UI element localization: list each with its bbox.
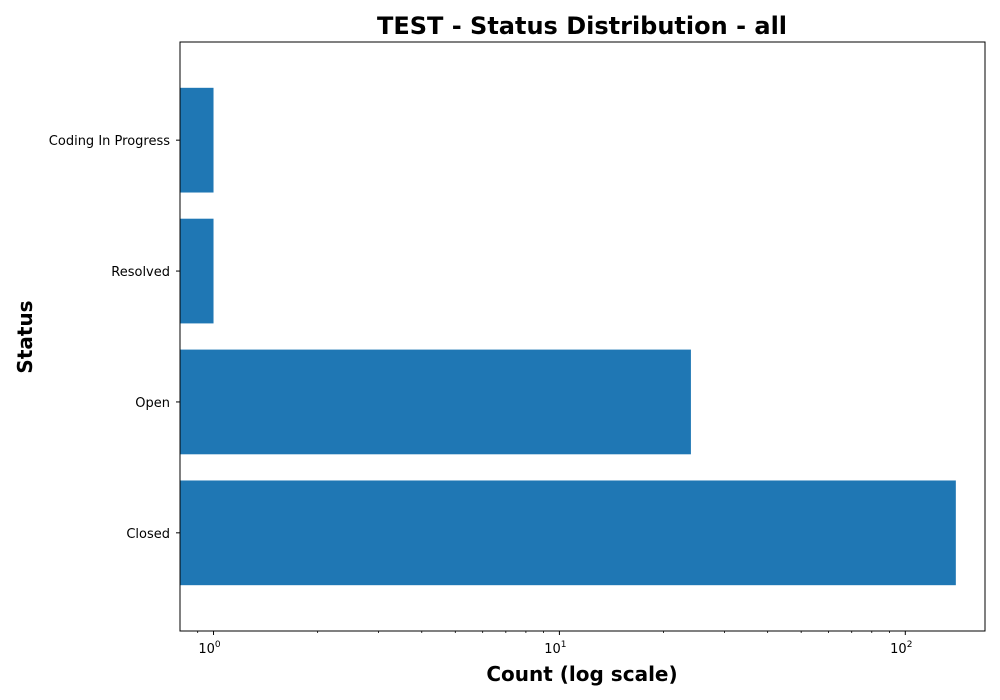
y-tick-label-resolved: Resolved: [111, 265, 170, 280]
y-ticks: Closed Open Resolved Coding In Progress: [49, 134, 180, 542]
y-axis-label: Status: [13, 300, 37, 373]
x-axis-label: Count (log scale): [486, 662, 677, 686]
y-tick-label-open: Open: [135, 396, 170, 411]
chart-title: TEST - Status Distribution - all: [377, 12, 787, 40]
bar-resolved: [180, 218, 214, 324]
plot-frame: [179, 41, 986, 632]
x-ticks: 100 101 102: [197, 631, 912, 657]
y-tick-label-coding-in-progress: Coding In Progress: [49, 134, 170, 149]
x-tick-label: 102: [890, 640, 912, 657]
bars-group: [180, 87, 956, 586]
bar-open: [180, 349, 691, 455]
x-tick-label: 101: [544, 640, 566, 657]
bar-closed: [180, 480, 956, 586]
x-tick-label: 100: [198, 640, 221, 657]
y-tick-label-closed: Closed: [126, 527, 170, 542]
bar-coding-in-progress: [180, 87, 214, 193]
